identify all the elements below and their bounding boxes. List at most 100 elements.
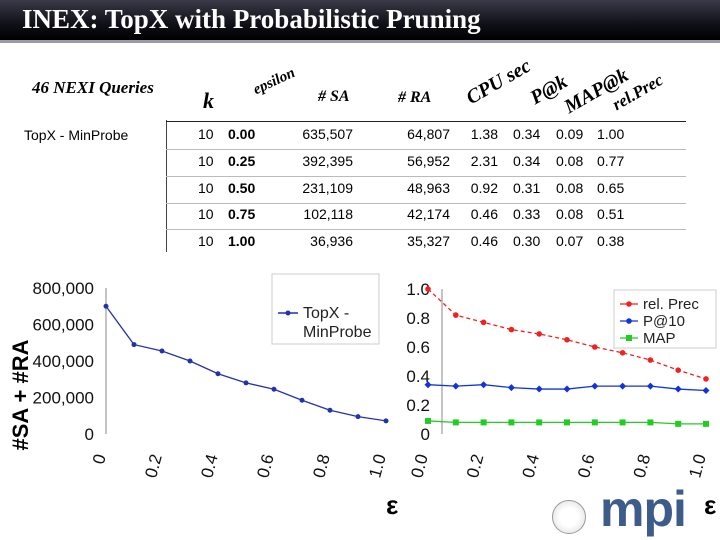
table-left-border (166, 120, 167, 252)
table-cell: 36,936 (310, 233, 353, 249)
data-point (425, 417, 431, 424)
data-point (452, 382, 460, 390)
data-point (647, 357, 654, 363)
x-tick-label: 0.6 (253, 452, 277, 480)
table-cell: 0.09 (556, 126, 584, 142)
data-point (131, 342, 137, 348)
x-tick-label: 0.4 (519, 452, 543, 480)
data-point (591, 382, 599, 390)
data-point (591, 419, 598, 426)
data-point (619, 382, 627, 390)
data-point (383, 418, 389, 424)
cost-chart-legend: TopX -MinProbe (271, 273, 380, 345)
table-cell: 0.33 (513, 206, 541, 222)
y-tick-label: 0.4 (406, 367, 430, 386)
table-cell: 0.46 (470, 206, 498, 222)
table-cell: 10 (198, 153, 214, 169)
table-cell: 0.75 (228, 206, 256, 222)
x-tick-label: 0.6 (574, 452, 598, 480)
legend-marker (626, 335, 632, 341)
legend-label: MAP (643, 330, 676, 347)
data-point (480, 381, 488, 389)
x-tick-label: 0.2 (141, 452, 165, 480)
data-point (674, 385, 682, 393)
table-cell: 42,174 (407, 206, 450, 222)
data-point (592, 344, 598, 350)
mpi-logo: mpi (600, 481, 687, 537)
header-sa: # SA (318, 88, 350, 105)
x-tick-label: 0.4 (197, 452, 221, 480)
data-point (480, 319, 487, 326)
y-tick-label: 0.8 (406, 309, 430, 328)
y-tick-label: 600,000 (33, 316, 94, 335)
cost-chart-ylabel: #SA + #RA (8, 339, 33, 450)
table-cell: 0.08 (556, 180, 584, 196)
data-point (619, 419, 626, 426)
table-cell: 0.51 (597, 206, 625, 222)
title-divider (0, 40, 720, 43)
data-point (271, 386, 277, 392)
table-cell: 0.30 (513, 233, 541, 249)
table-cell: 10 (198, 180, 214, 196)
data-point (424, 381, 432, 389)
slide-title: INEX: TopX with Probabilistic Pruning (22, 4, 481, 34)
cost-chart-legend-label: TopX -MinProbe (303, 305, 372, 341)
data-point (103, 303, 109, 309)
y-tick-label: 0 (85, 425, 94, 444)
y-tick-label: 400,000 (33, 352, 94, 371)
data-point (159, 348, 165, 354)
y-tick-label: 1.0 (406, 280, 430, 299)
table-cell: 35,327 (407, 233, 450, 249)
cost-chart-series (103, 303, 389, 424)
table-cell: 10 (198, 126, 214, 142)
table-row-divider (166, 176, 686, 177)
data-point (675, 367, 681, 373)
table-cell: 102,118 (303, 206, 353, 222)
y-tick-label: 0 (421, 425, 430, 444)
title-bar: INEX: TopX with Probabilistic Pruning (0, 0, 720, 40)
header-cpu: CPU sec (462, 54, 535, 110)
data-point (507, 384, 515, 392)
table-cell: 0.00 (228, 126, 256, 142)
table-cell: 56,952 (407, 153, 450, 169)
table-row-divider (166, 149, 686, 150)
y-tick-label: 0.2 (406, 396, 430, 415)
data-point (703, 420, 709, 427)
header-k: k (203, 88, 214, 113)
data-point (619, 350, 626, 356)
table-cell: 0.31 (513, 180, 541, 196)
table-cell: 0.65 (597, 180, 625, 196)
legend-label: rel. Prec (643, 296, 699, 313)
table-cell: 2.31 (470, 153, 498, 169)
x-tick-label: 1.0 (365, 452, 389, 480)
table-cell: 0.77 (597, 153, 625, 169)
data-point (646, 382, 654, 390)
precision-chart: 0 0.2 0.4 0.6 0.8 1.0 0.0 0.2 0.4 0.6 0.8 1.0 ε rel… (406, 280, 717, 520)
table-cell: 0.92 (470, 180, 498, 196)
table-cell: 0.07 (556, 233, 584, 249)
precision-chart-series (424, 286, 710, 427)
data-point (508, 326, 515, 333)
data-point (564, 336, 570, 343)
header-ra: # RA (398, 89, 432, 106)
data-point (243, 380, 249, 386)
data-point (535, 385, 543, 393)
data-point (564, 419, 570, 426)
data-point (355, 414, 361, 420)
y-tick-label: 0.6 (406, 338, 430, 357)
data-point (327, 407, 333, 413)
university-seal-logo (552, 500, 586, 534)
data-point (647, 419, 654, 426)
data-point (702, 387, 710, 394)
cost-chart: 0 200,000 400,000 600,000 800,000 0 0.2 0.4 0.6 0… (8, 273, 398, 520)
legend-label: P@10 (643, 313, 685, 330)
data-point (453, 312, 459, 318)
table-cell: 0.08 (556, 153, 584, 169)
table-cell: 0.46 (470, 233, 498, 249)
data-point (536, 419, 543, 426)
table-cell: 0.34 (513, 153, 541, 169)
data-point (187, 358, 193, 364)
x-tick-label: 1.0 (685, 452, 709, 480)
data-point (563, 385, 571, 393)
